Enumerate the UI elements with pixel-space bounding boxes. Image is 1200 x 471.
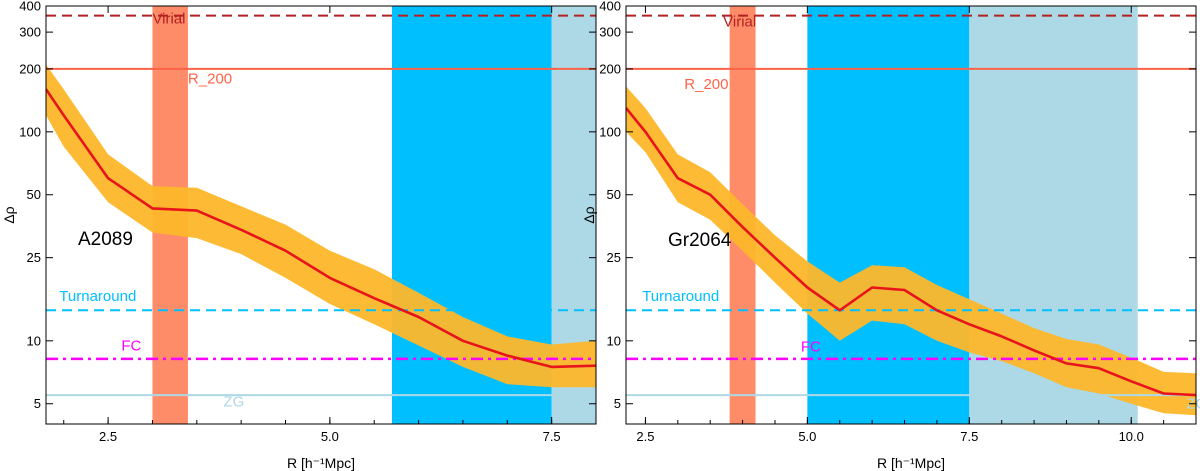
y-tick-label: 10 (607, 333, 621, 348)
y-tick-label: 100 (19, 124, 41, 139)
profile-line (46, 88, 596, 369)
y-tick-label: 400 (19, 0, 41, 14)
y-tick-label: 200 (19, 61, 41, 76)
y-tick-label: 400 (599, 0, 621, 14)
y-tick-label: 5 (34, 396, 41, 411)
y-tick-label: 300 (599, 25, 621, 40)
x-axis-title: R [h⁻¹Mpc] (287, 455, 355, 471)
zone-band-1 (807, 6, 970, 424)
y-tick-label: 5 (614, 396, 621, 411)
cluster-name: A2089 (78, 229, 133, 250)
fc-label: FC (801, 338, 821, 355)
y-axis-title: Δρ (581, 206, 597, 223)
virial-label: Virial (723, 13, 756, 30)
r200-label: R_200 (188, 71, 232, 88)
panel-gr2064: VirialR_200TurnaroundFCZGGr20642.55.07.5… (581, 0, 1200, 471)
y-tick-label: 300 (19, 25, 41, 40)
panel-a2089: Virial R_200 Turnaround FC ZG A2089 2.5 5.0 7.5 5… (1, 0, 597, 471)
x-tick-label: 2.5 (99, 429, 117, 444)
error-band (626, 86, 1196, 416)
y-tick-label: 10 (27, 333, 41, 348)
y-tick-label: 25 (27, 250, 41, 265)
x-tick-label: 10.0 (1119, 429, 1144, 444)
fc-label: FC (121, 337, 141, 354)
x-tick-label: 5.0 (798, 429, 816, 444)
turnaround-label: Turnaround (642, 288, 719, 305)
y-tick-label: 50 (607, 187, 621, 202)
r200-label: R_200 (684, 76, 728, 93)
x-tick-label: 7.5 (960, 429, 978, 444)
y-tick-label: 25 (607, 250, 621, 265)
cluster-name: Gr2064 (668, 230, 732, 251)
plot-frame (45, 5, 597, 425)
error-band (46, 64, 596, 388)
y-tick-label: 100 (599, 124, 621, 139)
plot-area (46, 6, 596, 424)
x-axis-title: R [h⁻¹Mpc] (877, 455, 945, 471)
virial-label: Virial (152, 10, 185, 27)
x-tick-label: 5.0 (321, 429, 339, 444)
x-tick-label: 2.5 (636, 429, 654, 444)
plot-area (626, 6, 1196, 424)
zg-label: ZG (223, 394, 244, 411)
y-tick-label: 200 (599, 61, 621, 76)
y-axis-title: Δρ (1, 206, 17, 223)
turnaround-label: Turnaround (59, 288, 136, 305)
profile-line (626, 107, 1196, 397)
y-tick-label: 50 (27, 187, 41, 202)
plot-frame (625, 5, 1197, 425)
x-tick-label: 7.5 (543, 429, 561, 444)
